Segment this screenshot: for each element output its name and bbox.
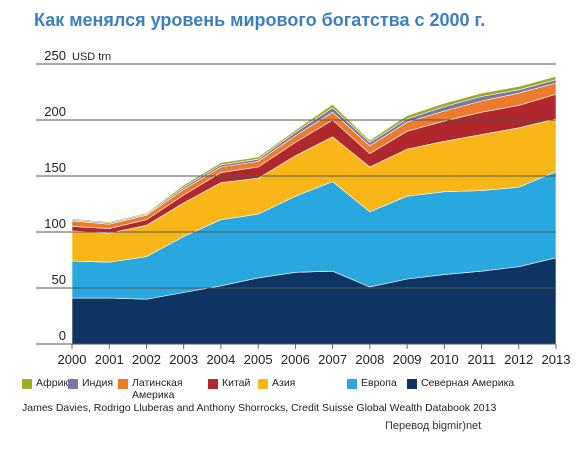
legend-swatch: [258, 379, 268, 389]
x-tick-label: 2007: [318, 352, 347, 367]
translation-credit: Перевод bigmir)net: [385, 420, 482, 432]
x-tick-label: 2013: [542, 352, 571, 367]
x-tick-label: 2000: [58, 352, 87, 367]
y-tick-label: 200: [44, 104, 66, 119]
y-axis: 0 50 100 150 200 250 USD trn: [44, 48, 111, 343]
chart-title: Как менялся уровень мирового богатства с…: [34, 10, 486, 30]
x-tick-label: 2002: [132, 352, 161, 367]
legend-item: Африка: [22, 377, 74, 389]
legend-swatch: [118, 379, 128, 389]
x-tick-label: 2008: [355, 352, 384, 367]
area-series-6: [71, 75, 557, 224]
legend-item: Европа: [347, 377, 397, 389]
legend-label: Латинская Америка: [132, 377, 183, 401]
legend-item: Индия: [68, 377, 113, 389]
legend-label: Азия: [272, 377, 296, 389]
legend-item: Северная Америка: [407, 377, 514, 389]
legend-swatch: [407, 379, 417, 389]
source-note: James Davies, Rodrigo Lluberas and Antho…: [22, 402, 497, 414]
legend-label: Индия: [82, 377, 114, 389]
y-tick-label: 0: [59, 328, 66, 343]
legend-label: Северная Америка: [421, 377, 515, 389]
y-tick-label: 250: [44, 48, 66, 63]
x-tick-label: 2011: [468, 352, 496, 367]
x-axis: 2000 2001 2002 2003 2004 2005 2006 2007 2008 2009…: [58, 344, 571, 367]
x-tick-label: 2005: [244, 352, 273, 367]
x-tick-label: 2001: [95, 352, 124, 367]
legend-item: Азия: [258, 377, 295, 389]
y-tick-label: 50: [52, 272, 66, 287]
legend-item: Китай: [208, 377, 250, 389]
legend-label: Китай: [222, 377, 251, 389]
y-tick-label: 100: [44, 216, 66, 231]
legend-swatch: [347, 379, 357, 389]
y-tick-label: 150: [44, 160, 66, 175]
legend-swatch: [22, 379, 32, 389]
x-tick-label: 2003: [169, 352, 198, 367]
gridlines: [36, 63, 556, 345]
x-tick-label: 2010: [430, 352, 459, 367]
y-unit-label: USD trn: [72, 51, 111, 63]
x-tick-label: 2004: [206, 352, 235, 367]
legend-swatch: [68, 379, 78, 389]
legend-label: Африка: [36, 377, 75, 389]
x-tick-label: 2012: [504, 352, 533, 367]
x-tick-label: 2006: [281, 352, 310, 367]
area-layer: [71, 75, 557, 345]
legend-label: Европа: [361, 377, 397, 389]
legend-swatch: [208, 379, 218, 389]
x-tick-label: 2009: [393, 352, 422, 367]
legend: Африка Индия Латинская Америка Китай Азия Евр…: [22, 377, 572, 405]
legend-item: Латинская Америка: [118, 377, 183, 401]
